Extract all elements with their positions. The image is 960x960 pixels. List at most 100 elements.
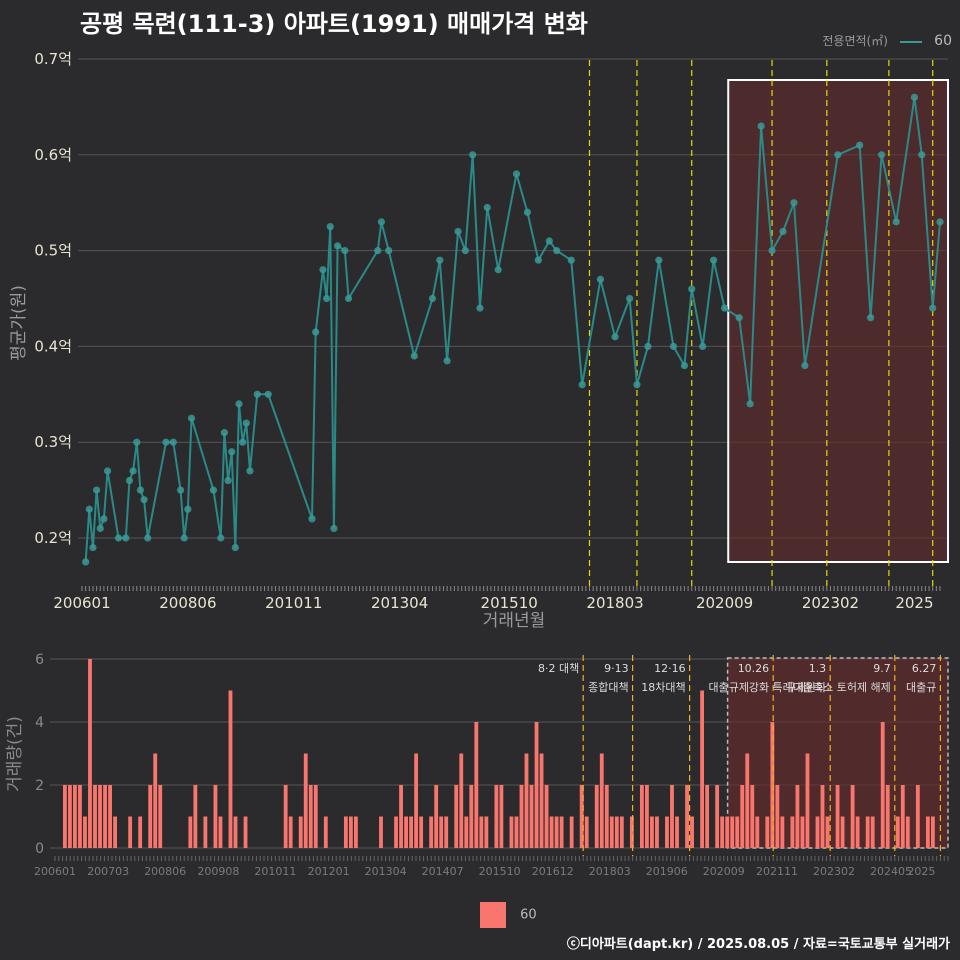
volume-bar bbox=[780, 816, 785, 848]
price-point bbox=[790, 199, 798, 207]
x-tick-label: 201906 bbox=[646, 865, 688, 878]
volume-bar bbox=[720, 816, 725, 848]
price-point bbox=[144, 534, 152, 542]
volume-bar bbox=[308, 785, 313, 848]
x-tick-label: 2025 bbox=[907, 865, 935, 878]
price-point bbox=[246, 467, 254, 475]
x-tick-label: 202302 bbox=[802, 594, 859, 612]
x-tick-label: 201304 bbox=[371, 594, 428, 612]
legend-bar-label: 60 bbox=[520, 907, 537, 923]
volume-bar bbox=[579, 785, 584, 848]
volume-bar bbox=[544, 785, 549, 848]
volume-bar bbox=[153, 753, 158, 848]
price-point bbox=[385, 247, 393, 255]
price-point bbox=[644, 342, 652, 350]
price-point bbox=[85, 505, 93, 513]
price-point bbox=[228, 448, 236, 456]
volume-bar bbox=[770, 722, 775, 848]
volume-bar bbox=[925, 816, 930, 848]
volume-bar bbox=[685, 785, 689, 848]
volume-bar bbox=[444, 816, 449, 848]
price-point bbox=[768, 247, 776, 255]
volume-bar bbox=[429, 816, 434, 848]
price-point bbox=[545, 237, 553, 245]
y-tick-label: 0.4억 bbox=[34, 337, 72, 355]
y-tick-label: 6 bbox=[35, 652, 44, 668]
price-point bbox=[611, 333, 619, 341]
volume-bar bbox=[735, 816, 740, 848]
volume-bar bbox=[529, 785, 534, 848]
volume-bar bbox=[715, 785, 720, 848]
volume-bar bbox=[414, 753, 419, 848]
volume-bar bbox=[419, 816, 424, 848]
price-point bbox=[512, 170, 521, 178]
x-tick-label: 202302 bbox=[813, 865, 855, 878]
price-point bbox=[180, 534, 188, 542]
volume-bar bbox=[228, 690, 233, 848]
volume-bar bbox=[519, 785, 524, 848]
volume-bar bbox=[148, 785, 153, 848]
volume-bar bbox=[113, 816, 117, 848]
volume-bar bbox=[549, 816, 554, 848]
x-tick-label: 201803 bbox=[586, 594, 643, 612]
volume-bar bbox=[725, 816, 730, 848]
volume-bar bbox=[885, 785, 890, 848]
x-tick-label: 200601 bbox=[53, 594, 110, 612]
volume-bar bbox=[343, 816, 348, 848]
price-point bbox=[929, 304, 937, 312]
price-point bbox=[626, 294, 634, 303]
volume-bar bbox=[825, 816, 830, 848]
price-point bbox=[162, 438, 170, 446]
volume-bar bbox=[203, 816, 208, 848]
volume-bar bbox=[213, 785, 218, 848]
volume-bar bbox=[795, 785, 800, 848]
legend-bottom: 60 bbox=[480, 902, 537, 928]
x-tick-label: 201510 bbox=[481, 594, 538, 612]
price-point bbox=[103, 467, 112, 475]
price-point bbox=[936, 218, 944, 226]
volume-bar bbox=[524, 753, 529, 848]
price-point bbox=[680, 361, 689, 370]
volume-bar bbox=[454, 785, 459, 848]
price-point bbox=[217, 534, 225, 542]
y-axis-title: 거래량(건) bbox=[5, 716, 25, 792]
volume-bar bbox=[283, 785, 288, 848]
x-tick-label: 201011 bbox=[265, 594, 322, 612]
price-point bbox=[523, 208, 532, 216]
price-point bbox=[436, 256, 444, 264]
x-tick-label: 201612 bbox=[532, 865, 574, 878]
price-point bbox=[125, 476, 134, 485]
price-point bbox=[801, 361, 809, 370]
price-point bbox=[239, 438, 247, 446]
volume-bar bbox=[650, 816, 654, 848]
volume-bar bbox=[655, 816, 659, 848]
price-point bbox=[184, 505, 192, 513]
price-point bbox=[633, 381, 641, 389]
x-tick-label: 202009 bbox=[696, 594, 753, 612]
volume-bar bbox=[805, 753, 810, 848]
price-point bbox=[483, 203, 491, 212]
price-point bbox=[319, 266, 327, 274]
x-tick-label: 200908 bbox=[197, 865, 239, 878]
volume-bar bbox=[594, 785, 599, 848]
price-point bbox=[187, 414, 196, 422]
volume-bar bbox=[895, 816, 900, 848]
volume-bar bbox=[459, 753, 464, 848]
volume-bar bbox=[559, 816, 564, 848]
x-tick-label: 2025 bbox=[895, 594, 933, 612]
volume-bar bbox=[509, 816, 514, 848]
volume-bar bbox=[815, 816, 820, 848]
volume-bar bbox=[243, 816, 248, 848]
volume-bar bbox=[840, 816, 845, 848]
price-point bbox=[757, 122, 765, 130]
policy-name-label: 특례대출축소 토허제 해제 bbox=[772, 680, 890, 694]
price-point bbox=[720, 304, 729, 312]
volume-bar bbox=[88, 659, 92, 848]
y-tick-label: 0.7억 bbox=[34, 50, 72, 68]
price-point bbox=[344, 294, 353, 303]
price-point bbox=[374, 247, 382, 255]
price-point bbox=[169, 438, 177, 446]
price-point bbox=[89, 543, 97, 552]
price-point bbox=[461, 247, 469, 255]
price-point bbox=[454, 227, 462, 236]
